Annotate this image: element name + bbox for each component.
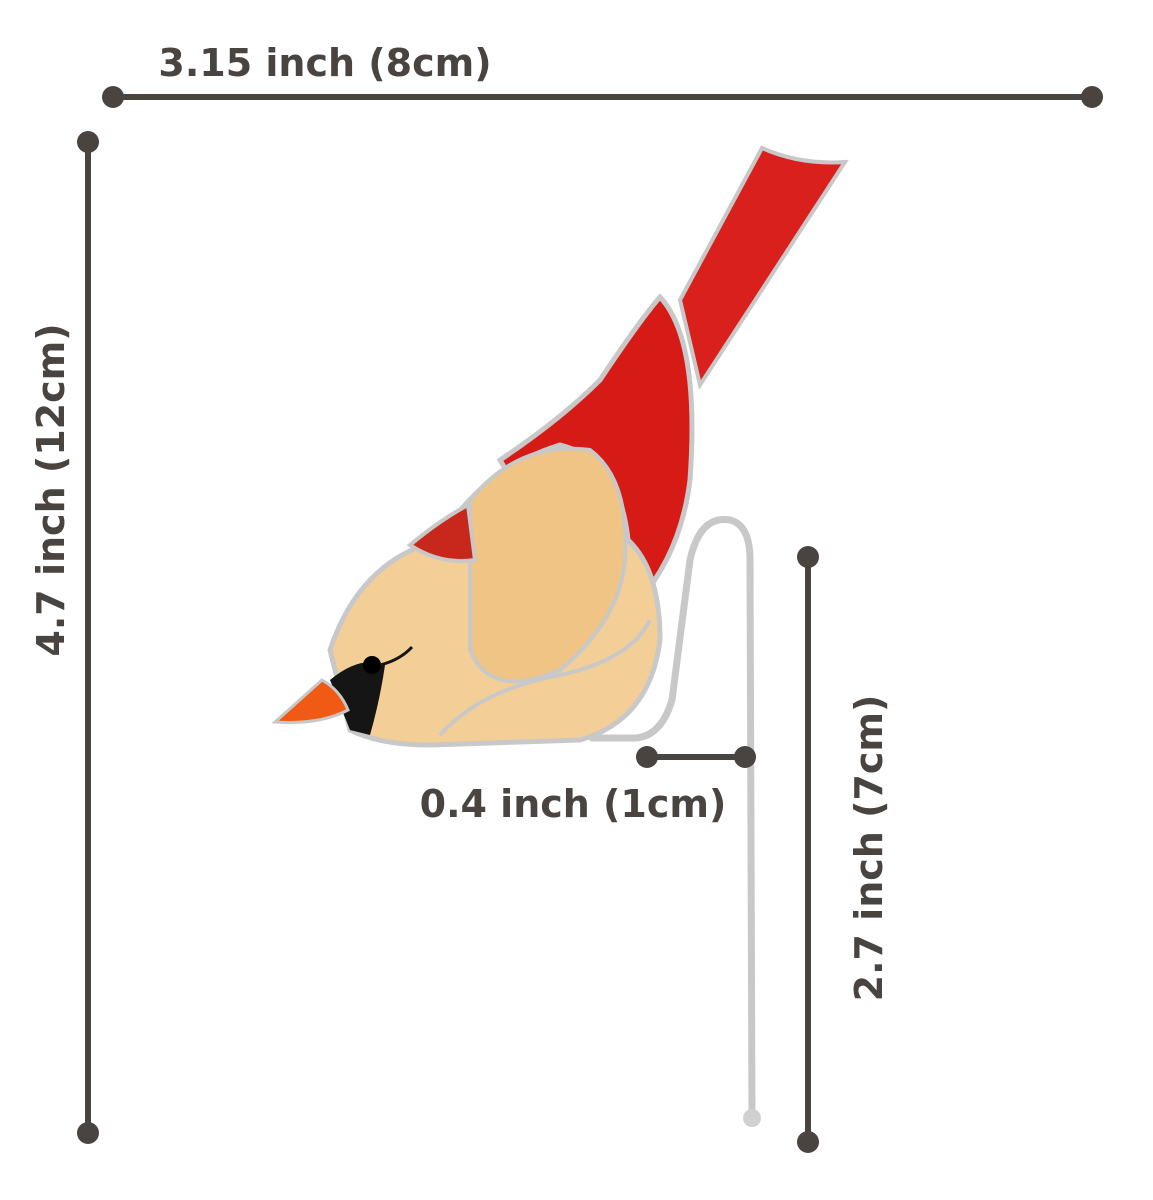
cardinal-suncatcher [271,145,849,1127]
dimension-end [636,746,658,768]
dimension-end [797,1131,819,1153]
dimension-end [797,546,819,568]
dimension-end [102,86,124,108]
dimension-end [77,1122,99,1144]
dimension-end [734,746,756,768]
hook-width-label: 0.4 inch (1cm) [420,782,727,826]
width-label: 3.15 inch (8cm) [158,41,491,85]
dimension-end [1081,86,1103,108]
dimension-end [77,131,99,153]
height-label: 4.7 inch (12cm) [29,323,73,656]
hook-length-label: 2.7 inch (7cm) [847,695,891,1002]
